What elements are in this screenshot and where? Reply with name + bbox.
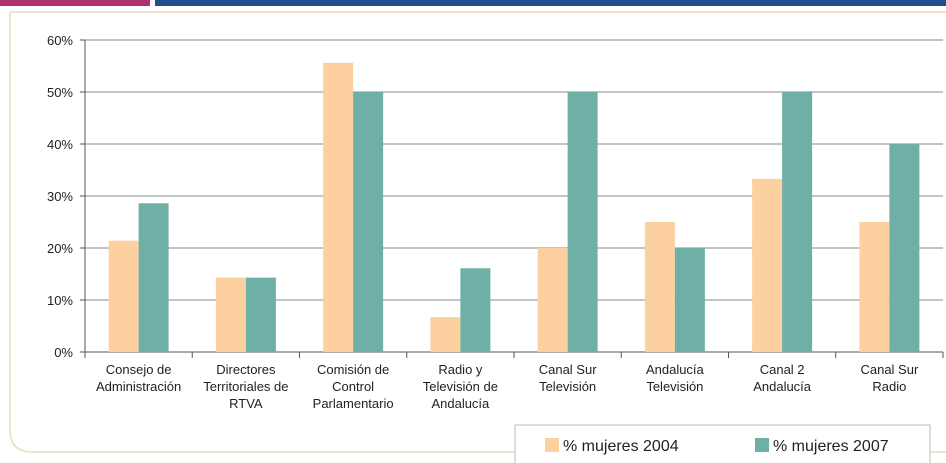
bar <box>752 178 783 352</box>
bar <box>674 248 705 352</box>
x-tick-label: Canal 2 Andalucía <box>753 362 812 394</box>
bar <box>644 222 675 352</box>
y-tick-label: 10% <box>47 293 73 308</box>
x-tick-label: Andalucía Televisión <box>646 362 705 394</box>
y-tick-label: 50% <box>47 85 73 100</box>
bar <box>567 92 598 352</box>
y-tick-label: 20% <box>47 241 73 256</box>
bar <box>353 92 384 352</box>
x-tick-label: Canal Sur Radio <box>860 362 918 394</box>
legend-swatch <box>545 438 559 452</box>
y-tick-label: 60% <box>47 33 73 48</box>
panel-border <box>9 11 946 453</box>
bar <box>782 92 813 352</box>
bar <box>859 222 890 352</box>
legend-box <box>514 424 931 463</box>
y-tick-label: 0% <box>54 345 73 360</box>
x-tick-label: Radio y Televisión de Andalucía <box>423 362 498 411</box>
y-tick-label: 40% <box>47 137 73 152</box>
x-tick-label: Comisión de Control Parlamentario <box>313 362 394 411</box>
bar <box>537 248 568 352</box>
legend-label: % mujeres 2007 <box>773 438 889 455</box>
x-tick-label: Consejo de Administración <box>96 362 181 394</box>
x-tick-label: Directores Territoriales de RTVA <box>203 362 288 411</box>
bar <box>138 203 169 352</box>
bar <box>108 240 139 352</box>
bar <box>215 277 246 352</box>
legend-label: % mujeres 2004 <box>563 438 679 455</box>
legend-swatch <box>755 438 769 452</box>
header-bar <box>155 0 946 6</box>
bar <box>430 317 461 352</box>
bar <box>245 277 276 352</box>
x-tick-label: Canal Sur Televisión <box>539 362 597 394</box>
y-tick-label: 30% <box>47 189 73 204</box>
bar <box>323 62 354 352</box>
bar <box>889 144 920 352</box>
bar <box>460 268 491 352</box>
header-accent <box>0 0 150 6</box>
